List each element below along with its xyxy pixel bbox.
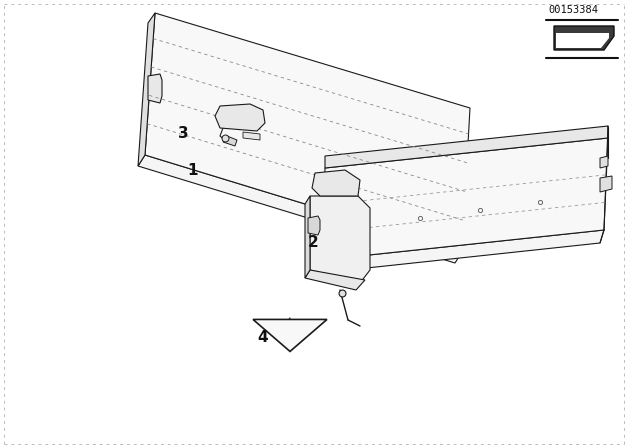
Polygon shape — [310, 196, 370, 283]
Polygon shape — [215, 104, 265, 131]
Polygon shape — [148, 74, 162, 103]
Polygon shape — [554, 26, 614, 50]
Polygon shape — [223, 136, 237, 146]
Polygon shape — [312, 170, 360, 196]
Polygon shape — [308, 216, 320, 235]
Polygon shape — [600, 156, 608, 168]
Polygon shape — [138, 155, 462, 263]
Text: 1: 1 — [188, 163, 198, 177]
Polygon shape — [138, 13, 155, 166]
Polygon shape — [305, 196, 310, 278]
Polygon shape — [325, 126, 608, 168]
Text: 2: 2 — [308, 234, 318, 250]
Polygon shape — [243, 132, 260, 140]
Polygon shape — [556, 33, 609, 48]
Text: 3: 3 — [178, 125, 188, 141]
Polygon shape — [305, 270, 365, 290]
Polygon shape — [253, 319, 327, 351]
Polygon shape — [320, 230, 604, 273]
Polygon shape — [600, 176, 612, 192]
Polygon shape — [145, 13, 470, 252]
Text: 00153384: 00153384 — [548, 5, 598, 15]
Text: 4: 4 — [258, 331, 268, 345]
Polygon shape — [322, 138, 608, 260]
